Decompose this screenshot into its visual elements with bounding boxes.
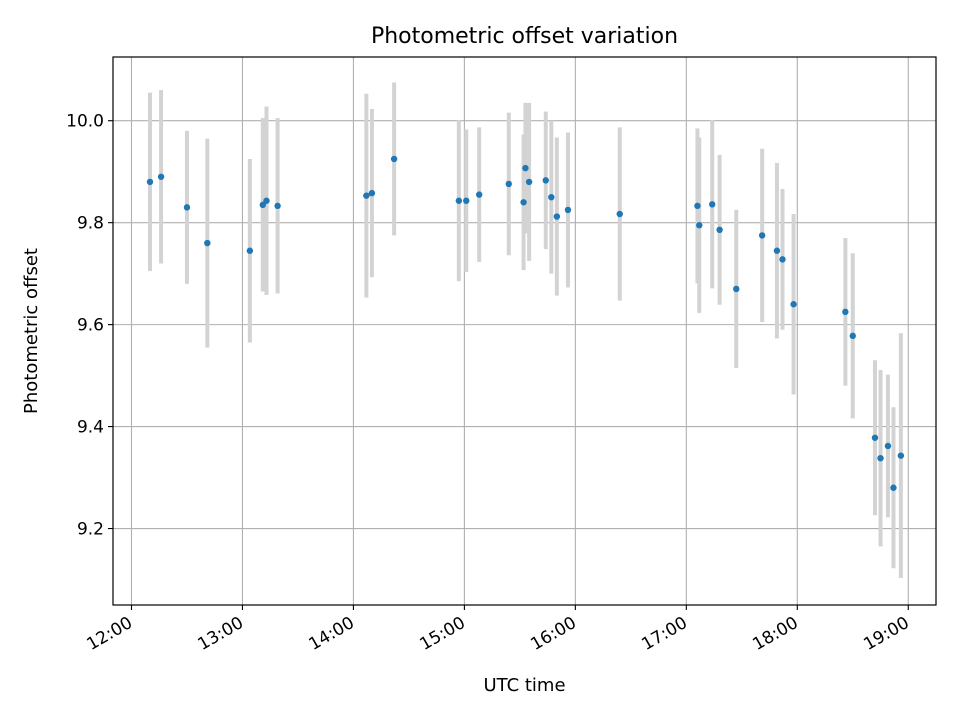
data-point [758,232,766,239]
data-point [694,202,701,210]
y-tick-label: 9.6 [77,316,104,336]
data-point [246,247,254,254]
data-point [716,226,723,234]
data-point [564,206,572,214]
data-point [259,201,267,209]
data-point [773,247,781,254]
data-point [696,222,703,229]
data-point [779,256,786,263]
data-point [157,173,165,180]
data-point [553,213,561,220]
chart-title: Photometric offset variation [371,24,678,49]
data-point [897,452,905,459]
x-axis-label: UTC time [483,675,565,696]
y-tick-label: 9.8 [77,214,104,234]
data-point [505,180,512,188]
y-tick-label: 9.2 [77,520,104,540]
data-point [877,454,884,462]
data-point [616,210,623,218]
data-point [274,202,281,210]
data-point [390,155,398,163]
data-point [733,285,740,293]
y-axis: 9.2 9.4 9.6 9.8 10.0 [66,112,113,540]
data-point [183,204,191,211]
data-point [525,178,533,186]
y-tick-label: 9.4 [77,418,104,438]
data-point [709,201,716,208]
data-point [520,199,527,206]
data-point [463,197,470,204]
data-point [146,178,154,186]
data-point [842,308,849,316]
data-point [263,197,270,204]
data-point [790,301,797,308]
data-point [204,239,211,247]
data-point [475,191,483,198]
data-point [871,434,879,441]
data-point [884,442,892,450]
data-point [455,197,463,204]
data-point [542,177,549,184]
data-point [368,189,376,197]
data-point [890,484,897,491]
data-point [548,193,555,201]
data-point [522,164,529,172]
data-points [146,155,905,491]
data-point [363,192,370,199]
y-tick-label: 10.0 [66,112,104,132]
plot-frame [112,56,937,606]
y-axis-label: Photometric offset [21,248,42,414]
data-point [849,332,856,340]
